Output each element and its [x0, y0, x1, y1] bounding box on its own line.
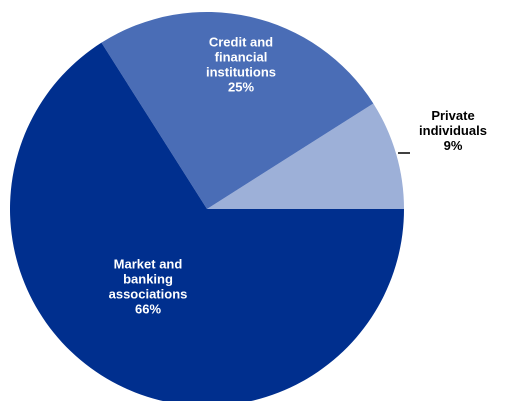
- slice-name-line: banking: [123, 272, 173, 287]
- pie-slice-0: [207, 103, 404, 209]
- slice-value-label: 25%: [228, 80, 254, 95]
- slice-label-1: Credit and financial institutions 25%: [206, 35, 276, 95]
- pie-slice-2: [10, 42, 404, 401]
- slice-value-label: 9%: [444, 138, 463, 153]
- slice-label-0: Private individuals 9%: [419, 108, 487, 153]
- slice-name-line: associations: [109, 287, 188, 302]
- slice-name-line: Private: [431, 108, 474, 123]
- slice-label-2: Market and banking associations 66%: [109, 257, 188, 317]
- slice-name-line: financial: [215, 50, 268, 65]
- slice-name-line: Market and: [114, 257, 183, 272]
- slice-name-line: institutions: [206, 65, 276, 80]
- slice-name-line: individuals: [419, 123, 487, 138]
- pie-slice-1: [101, 12, 374, 210]
- slice-name-line: Credit and: [209, 35, 273, 50]
- slice-value-label: 66%: [135, 302, 161, 317]
